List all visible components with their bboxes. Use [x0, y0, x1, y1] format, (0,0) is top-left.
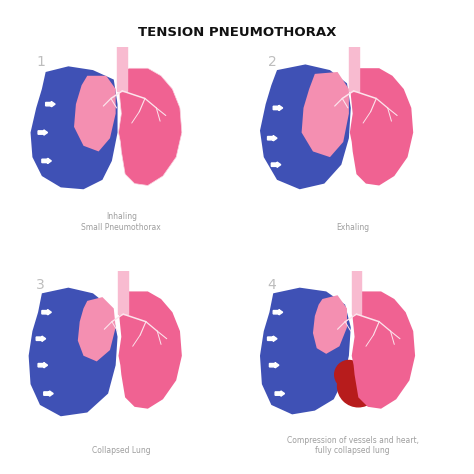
- Polygon shape: [313, 295, 347, 354]
- Text: 4: 4: [267, 278, 276, 292]
- FancyArrow shape: [42, 158, 51, 164]
- FancyArrow shape: [267, 136, 277, 141]
- FancyArrow shape: [275, 391, 284, 396]
- Polygon shape: [349, 44, 358, 91]
- Polygon shape: [301, 72, 349, 157]
- Polygon shape: [350, 68, 413, 185]
- Polygon shape: [74, 76, 116, 151]
- Polygon shape: [118, 292, 182, 409]
- FancyArrow shape: [44, 391, 53, 396]
- Text: 2: 2: [267, 55, 276, 69]
- FancyArrow shape: [42, 310, 51, 315]
- FancyArrow shape: [273, 105, 283, 110]
- FancyArrow shape: [38, 363, 47, 368]
- Polygon shape: [78, 297, 116, 361]
- Circle shape: [354, 360, 382, 389]
- Polygon shape: [118, 68, 182, 185]
- Text: Collapsed Lung: Collapsed Lung: [92, 446, 151, 455]
- Polygon shape: [30, 66, 118, 189]
- Text: 3: 3: [36, 278, 45, 292]
- FancyArrow shape: [36, 336, 46, 341]
- Text: TENSION PNEUMOTHORAX: TENSION PNEUMOTHORAX: [138, 26, 336, 39]
- Polygon shape: [118, 44, 127, 91]
- Text: Exhaling: Exhaling: [336, 223, 369, 232]
- Text: Compression of vessels and heart,
fully collapsed lung: Compression of vessels and heart, fully …: [287, 436, 419, 455]
- Circle shape: [335, 360, 363, 389]
- Polygon shape: [352, 267, 361, 314]
- FancyArrow shape: [267, 336, 277, 341]
- Text: Inhaling
Small Pneumothorax: Inhaling Small Pneumothorax: [82, 212, 161, 232]
- FancyArrow shape: [273, 310, 283, 315]
- Circle shape: [337, 365, 379, 407]
- Polygon shape: [352, 292, 415, 409]
- Polygon shape: [260, 64, 351, 189]
- Polygon shape: [28, 288, 118, 416]
- FancyArrow shape: [271, 162, 281, 167]
- Text: 1: 1: [36, 55, 45, 69]
- Polygon shape: [118, 267, 128, 314]
- Polygon shape: [260, 288, 351, 414]
- Polygon shape: [118, 68, 182, 185]
- FancyArrow shape: [38, 130, 47, 135]
- FancyArrow shape: [269, 363, 279, 368]
- FancyArrow shape: [46, 101, 55, 107]
